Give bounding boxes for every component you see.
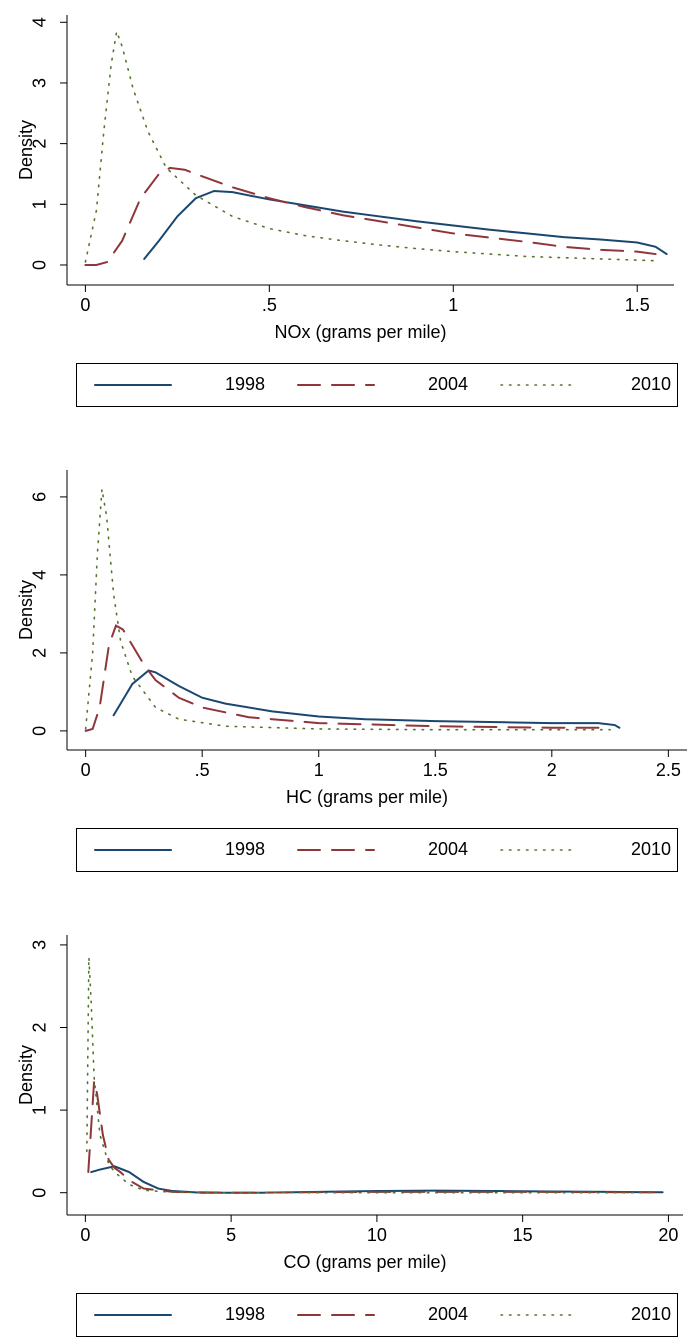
legend-label: 2010 — [631, 1304, 671, 1324]
legend-label: 1998 — [225, 374, 265, 394]
legend-label: 2004 — [428, 1304, 468, 1324]
y-tick-label: 0 — [30, 726, 50, 736]
x-tick-label: 15 — [513, 1225, 533, 1245]
y-tick-label: 2 — [30, 648, 50, 658]
x-tick-label: 1.5 — [423, 760, 448, 780]
x-tick-label: 0 — [81, 760, 91, 780]
x-tick-label: 1 — [314, 760, 324, 780]
legend-box — [76, 363, 678, 407]
density-line — [86, 957, 655, 1194]
legend-box — [76, 828, 678, 872]
x-tick-label: 10 — [367, 1225, 387, 1245]
y-tick-label: 1 — [30, 1105, 50, 1115]
y-tick-label: 1 — [30, 199, 50, 209]
density-line — [84, 488, 611, 731]
x-tick-label: 2 — [547, 760, 557, 780]
y-tick-label: 3 — [30, 78, 50, 88]
y-axis-title: Density — [16, 580, 36, 640]
density-line — [87, 1080, 655, 1194]
x-axis-title: CO (grams per mile) — [283, 1252, 446, 1272]
x-axis-title: HC (grams per mile) — [286, 787, 448, 807]
legend-label: 1998 — [225, 839, 265, 859]
x-tick-label: 1 — [448, 295, 458, 315]
legend-label: 2010 — [631, 839, 671, 859]
density-line — [84, 624, 600, 732]
y-tick-label: 4 — [30, 570, 50, 580]
legend-label: 2010 — [631, 374, 671, 394]
density-line — [90, 1165, 664, 1194]
y-tick-label: 4 — [30, 17, 50, 27]
y-tick-label: 6 — [30, 492, 50, 502]
legend-label: 2004 — [428, 374, 468, 394]
x-tick-label: 20 — [658, 1225, 678, 1245]
density-line — [143, 189, 668, 260]
y-tick-label: 2 — [30, 1022, 50, 1032]
y-tick-label: 3 — [30, 940, 50, 950]
legend-label: 1998 — [225, 1304, 265, 1324]
y-axis-title: Density — [16, 1045, 36, 1105]
y-tick-label: 0 — [30, 260, 50, 270]
y-tick-label: 2 — [30, 139, 50, 149]
y-axis-title: Density — [16, 120, 36, 180]
y-tick-label: 0 — [30, 1188, 50, 1198]
x-tick-label: .5 — [195, 760, 210, 780]
x-axis-title: NOx (grams per mile) — [274, 322, 446, 342]
x-tick-label: 0 — [80, 1225, 90, 1245]
x-tick-label: 1.5 — [625, 295, 650, 315]
legend-label: 2004 — [428, 839, 468, 859]
density-line — [84, 166, 657, 266]
x-tick-label: .5 — [262, 295, 277, 315]
density-line — [84, 28, 657, 263]
x-tick-label: 5 — [226, 1225, 236, 1245]
density-line — [112, 669, 621, 729]
x-tick-label: 2.5 — [656, 760, 681, 780]
x-tick-label: 0 — [80, 295, 90, 315]
